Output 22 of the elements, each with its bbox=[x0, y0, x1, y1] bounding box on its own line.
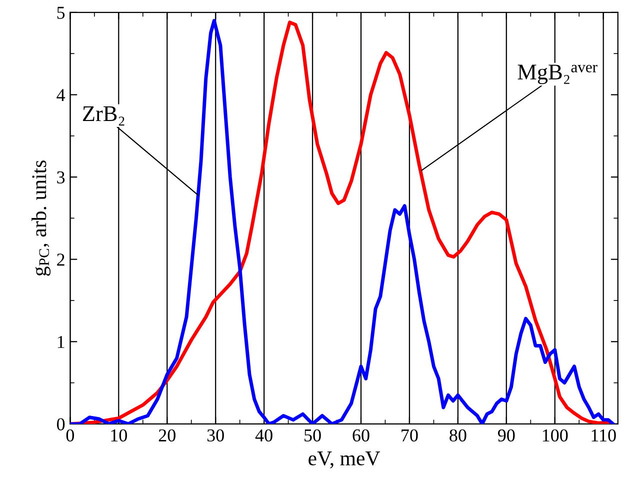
y-tick-label: 5 bbox=[57, 6, 65, 19]
y-tick-label: 4 bbox=[56, 89, 66, 101]
x-tick-label: 20 bbox=[158, 429, 176, 442]
y-tick-label: 0 bbox=[56, 418, 65, 430]
x-tick-label: 80 bbox=[450, 429, 466, 442]
annotation: ZrB₂ bbox=[82, 106, 124, 126]
x-tick-label: 100 bbox=[542, 429, 568, 442]
x-tick-label: 10 bbox=[111, 429, 127, 442]
x-tick-label: 30 bbox=[207, 429, 224, 442]
y-axis-title: g$_{PC}$, arb. units bbox=[32, 160, 51, 276]
x-tick-label: 90 bbox=[498, 429, 515, 442]
x-tick-label: 40 bbox=[255, 429, 272, 442]
x-tick-label: 110 bbox=[592, 429, 616, 442]
y-tick-label: 1 bbox=[58, 336, 64, 348]
x-tick-label: 60 bbox=[352, 429, 370, 442]
annotation: MgB₂$^{aver}$ bbox=[518, 64, 598, 84]
y-tick-label: 3 bbox=[57, 171, 65, 184]
x-tick-label: 70 bbox=[402, 429, 418, 442]
y-tick-label: 2 bbox=[57, 254, 64, 266]
x-tick-label: 0 bbox=[66, 429, 74, 442]
x-axis-title: eV, meV bbox=[308, 452, 380, 468]
x-tick-label: 50 bbox=[304, 429, 321, 442]
